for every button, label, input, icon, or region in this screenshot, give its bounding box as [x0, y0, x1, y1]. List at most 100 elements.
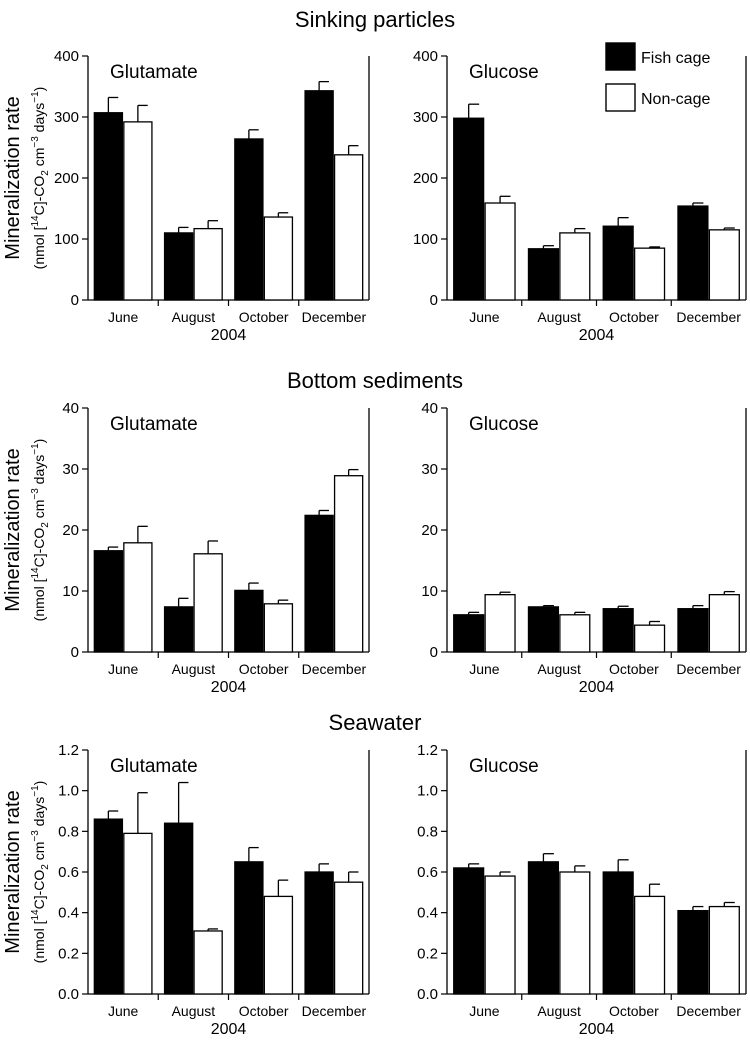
y-tick-label: 10	[421, 583, 438, 600]
x-tick-label: December	[676, 1003, 741, 1019]
bar-non-cage-august	[193, 553, 223, 653]
bar-non-cage-june	[123, 121, 153, 301]
bar-fish-cage-october	[234, 589, 264, 653]
y-tick-label: 400	[54, 48, 79, 65]
y-axis-unit-part: 2	[40, 170, 51, 176]
bar-fish-cage-august	[163, 606, 194, 653]
x-tick-label: August	[172, 1003, 216, 1019]
bar-non-cage-august	[559, 232, 591, 301]
y-axis-unit-part: −1	[30, 443, 41, 455]
y-tick-label: 200	[54, 170, 79, 187]
y-tick-label: 40	[421, 400, 438, 417]
bar-fish-cage-october	[234, 138, 264, 301]
chart-panel-bottom-sediments-glutamate: 0 10 20 30 40 June August October December 2004 Gl…	[62, 400, 370, 696]
panel-title: Glutamate	[110, 756, 198, 777]
x-axis-label: 2004	[579, 327, 615, 344]
x-tick-label: August	[537, 309, 581, 325]
y-tick-label: 0.0	[58, 986, 79, 1003]
panel-title: Glucose	[469, 414, 539, 435]
legend-swatch	[605, 83, 636, 112]
bar-non-cage-october	[633, 895, 666, 995]
bar-fish-cage-june	[93, 112, 124, 301]
y-axis-unit-part: −3	[30, 136, 41, 148]
y-tick-label: 400	[413, 48, 438, 65]
y-axis-unit-part: −1	[30, 785, 41, 797]
y-tick-label: 0.8	[417, 823, 438, 840]
y-axis-label: Mineralization rate	[2, 790, 24, 953]
bar-non-cage-october	[263, 216, 294, 301]
y-tick-label: 1.2	[417, 742, 438, 759]
bar-fish-cage-june	[93, 818, 124, 995]
x-tick-label: December	[302, 661, 367, 677]
x-tick-label: June	[469, 661, 500, 677]
y-tick-label: 0.6	[58, 864, 79, 881]
bar-non-cage-august	[193, 930, 223, 995]
x-tick-label: October	[609, 661, 659, 677]
y-tick-label: 1.0	[58, 783, 79, 800]
legend: Fish cage Non-cage	[605, 42, 710, 112]
y-axis-unit-part: days	[31, 797, 47, 830]
x-tick-label: August	[172, 309, 216, 325]
y-axis-unit-label: (nmol [14C]-CO2 cm−3 days−1)	[30, 87, 51, 270]
x-axis-label: 2004	[579, 1021, 615, 1038]
bar-non-cage-june	[484, 875, 516, 995]
x-tick-label: August	[537, 661, 581, 677]
x-tick-label: December	[302, 1003, 367, 1019]
bar-fish-cage-december	[677, 608, 709, 653]
x-tick-label: October	[609, 309, 659, 325]
bar-non-cage-december	[333, 475, 364, 653]
bar-non-cage-october	[263, 603, 294, 653]
legend-label: Fish cage	[641, 50, 710, 67]
bar-fish-cage-december	[304, 871, 334, 995]
y-axis-unit-part: cm	[31, 842, 47, 865]
panel-title: Glutamate	[110, 62, 198, 83]
panel-title: Glutamate	[110, 414, 198, 435]
y-axis-label: Mineralization rate	[2, 448, 24, 611]
bar-fish-cage-august	[527, 248, 560, 301]
y-tick-label: 100	[413, 231, 438, 248]
y-axis-unit-part: C]-CO	[31, 528, 47, 568]
y-tick-label: 20	[62, 522, 79, 539]
y-tick-label: 10	[62, 583, 79, 600]
bar-fish-cage-august	[527, 606, 560, 653]
bar-fish-cage-june	[93, 550, 124, 653]
panel-title: Glucose	[469, 62, 539, 83]
chart-panel-seawater-glucose: 0.0 0.2 0.4 0.6 0.8 1.0 1.2 June August October De…	[417, 742, 747, 1038]
bar-fish-cage-october	[234, 861, 264, 995]
bar-fish-cage-october	[602, 608, 634, 653]
y-tick-label: 200	[413, 170, 438, 187]
y-axis-unit-part: C]-CO	[31, 870, 47, 910]
x-tick-label: October	[239, 1003, 289, 1019]
section-title: Sinking particles	[295, 7, 455, 32]
bar-non-cage-october	[633, 247, 666, 301]
bar-non-cage-august	[559, 871, 591, 995]
y-tick-label: 0.6	[417, 864, 438, 881]
bar-fish-cage-august	[163, 822, 194, 995]
y-axis-unit-part: C]-CO	[31, 176, 47, 216]
y-tick-label: 1.0	[417, 783, 438, 800]
y-tick-label: 0.0	[417, 986, 438, 1003]
y-axis-unit-part: (nmol [	[31, 226, 47, 269]
y-axis-unit-part: )	[31, 439, 47, 444]
y-axis-unit-part: 14	[30, 215, 41, 227]
bar-fish-cage-august	[163, 232, 194, 301]
bar-non-cage-june	[484, 594, 516, 653]
y-tick-label: 0.2	[58, 945, 79, 962]
y-axis-unit-part: 2	[40, 864, 51, 870]
y-tick-label: 0	[430, 644, 438, 661]
x-tick-label: June	[469, 309, 500, 325]
y-tick-label: 0	[430, 292, 438, 309]
x-tick-label: June	[108, 661, 139, 677]
bar-non-cage-june	[123, 542, 153, 653]
chart-panel-sinking-particles-glucose: 0 100 200 300 400 June August October December 20…	[413, 48, 747, 344]
y-axis-unit-part: −3	[30, 830, 41, 842]
y-tick-label: 0.8	[58, 823, 79, 840]
x-tick-label: June	[469, 1003, 500, 1019]
y-axis-label: Mineralization rate	[2, 96, 24, 259]
y-axis-unit-part: 14	[30, 567, 41, 579]
bar-fish-cage-december	[677, 205, 709, 301]
chart-panel-sinking-particles-glutamate: 0 100 200 300 400 June August October December 20…	[54, 48, 370, 344]
section-title: Seawater	[329, 710, 422, 735]
y-axis-unit-label: (nmol [14C]-CO2 cm−3 days−1)	[30, 439, 51, 622]
